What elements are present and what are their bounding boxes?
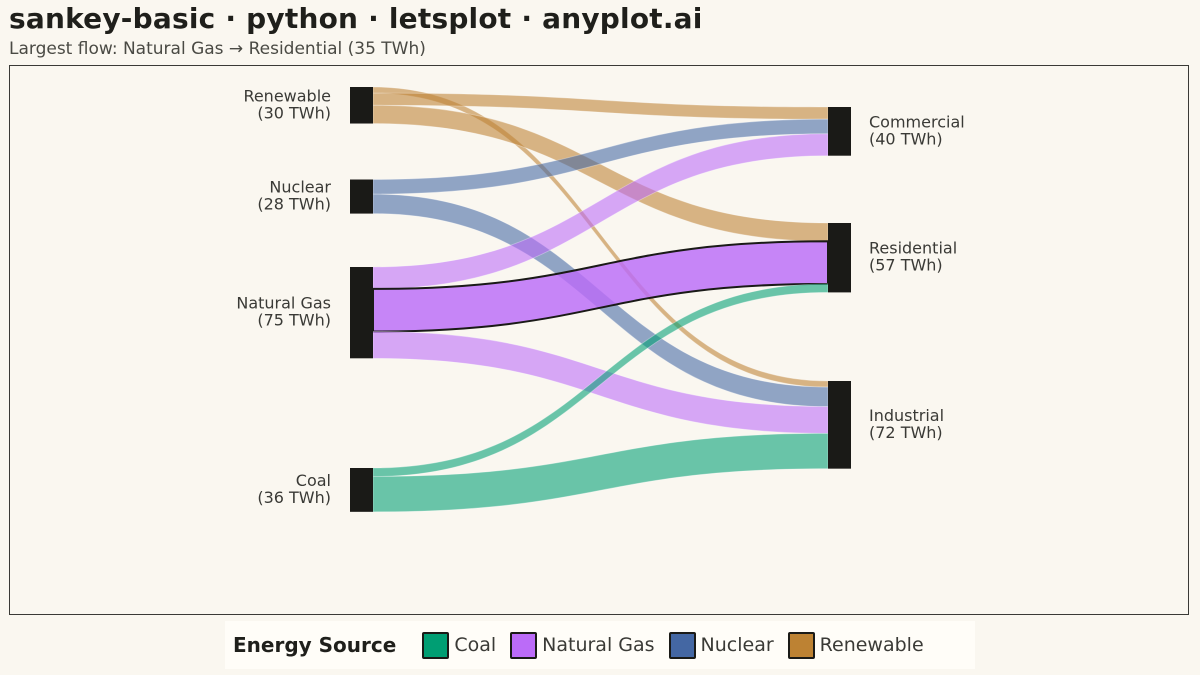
node-value: (72 TWh) [869,423,943,442]
legend-item-coal: Coal [422,631,497,659]
node-value: (40 TWh) [869,129,943,148]
node-label-renewable: Renewable (30 TWh) [243,86,331,122]
node-renewable [350,87,373,124]
node-value: (28 TWh) [257,195,331,214]
node-commercial [828,107,851,156]
node-name: Coal [296,471,331,490]
legend-label: Renewable [819,634,924,656]
node-label-nuclear: Nuclear (28 TWh) [257,178,331,214]
node-label-commercial: Commercial (40 TWh) [869,112,965,148]
node-name: Renewable [243,86,331,105]
node-natural-gas [350,267,373,359]
node-value: (57 TWh) [869,256,943,275]
legend: Energy Source Coal Natural Gas Nuclear Rene… [225,621,975,669]
legend-title: Energy Source [233,633,397,657]
node-label-coal: Coal (36 TWh) [257,471,331,507]
labels-layer: Renewable (30 TWh) Nuclear (28 TWh) Natural … [236,86,964,507]
chart-title: sankey-basic · python · letsplot · anypl… [9,2,703,35]
nodes-layer [350,87,851,512]
node-coal [350,468,373,512]
node-value: (30 TWh) [257,103,331,122]
legend-items: Coal Natural Gas Nuclear Renewable [422,631,937,659]
node-name: Commercial [869,112,965,131]
node-industrial [828,381,851,469]
legend-label: Nuclear [700,634,774,656]
node-nuclear [350,179,373,214]
node-residential [828,223,851,293]
node-value: (36 TWh) [257,488,331,507]
legend-swatch [787,631,815,659]
node-label-natural-gas: Natural Gas (75 TWh) [236,294,331,330]
legend-label: Coal [454,634,497,656]
legend-swatch [510,631,538,659]
node-name: Natural Gas [236,294,331,313]
flow-coal-to-industrial [372,432,829,513]
node-label-residential: Residential (57 TWh) [869,239,957,275]
node-name: Industrial [869,406,944,425]
flow-natural-gas-to-residential [372,240,829,333]
chart-subtitle: Largest flow: Natural Gas → Residential … [9,39,426,59]
legend-item-nuclear: Nuclear [668,631,774,659]
node-name: Residential [869,239,957,258]
node-label-industrial: Industrial (72 TWh) [869,406,944,442]
legend-item-natural-gas: Natural Gas [510,631,655,659]
plot-frame [9,65,1189,615]
legend-label: Natural Gas [542,634,655,656]
legend-swatch [668,631,696,659]
node-name: Nuclear [269,178,331,197]
legend-swatch [422,631,450,659]
legend-item-renewable: Renewable [787,631,924,659]
node-value: (75 TWh) [257,311,331,330]
flows-layer [372,86,829,513]
